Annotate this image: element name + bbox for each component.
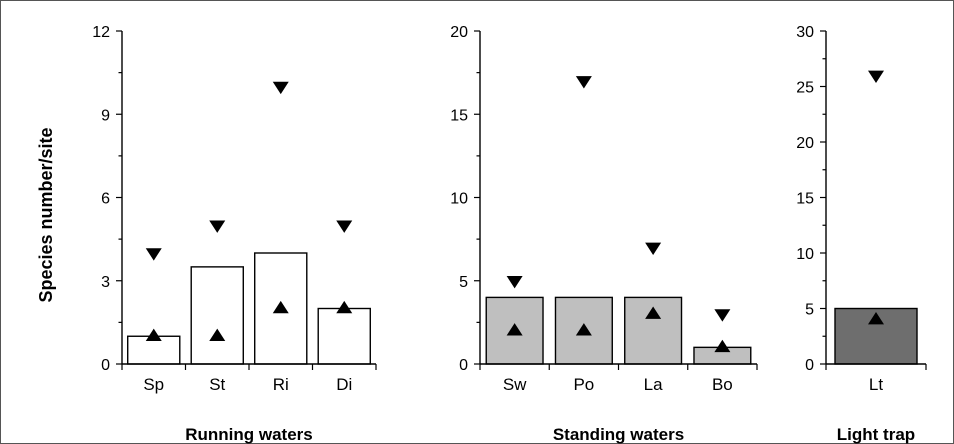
max-marker-la (645, 242, 662, 256)
bar-st (190, 266, 244, 365)
x-tick-label-lt: Lt (869, 375, 883, 394)
y-tick-label: 10 (450, 191, 468, 208)
y-tick-label: 15 (796, 191, 814, 208)
min-marker-lt (868, 312, 884, 325)
y-tick-label: 9 (101, 107, 110, 124)
max-marker-sw (506, 275, 523, 289)
y-tick-label: 0 (805, 357, 814, 374)
x-tick-label-la: La (644, 375, 663, 394)
x-tick-label-ri: Ri (273, 375, 289, 394)
min-marker-la (645, 306, 662, 319)
y-tick-label: 20 (450, 24, 468, 41)
max-marker-bo (714, 309, 731, 322)
panel-3: 0 5 10 15 20 25 30 Lt Light trap (796, 24, 927, 444)
y-tick-label: 5 (805, 302, 814, 319)
min-marker-po (575, 323, 592, 336)
y-tick-label: 10 (796, 246, 814, 263)
min-marker-bo (714, 339, 731, 353)
y-tick-label: 20 (796, 135, 814, 152)
x-tick-label-bo: Bo (712, 375, 733, 394)
min-marker-di (336, 300, 353, 314)
x-tick-label-sp: Sp (143, 375, 164, 394)
y-tick-label: 30 (796, 24, 814, 41)
x-tick-label-st: St (209, 375, 225, 394)
y-tick-label: 3 (101, 274, 110, 291)
bar-di (317, 307, 371, 365)
max-marker-po (575, 76, 592, 89)
max-marker-di (336, 220, 353, 233)
y-tick-label: 0 (101, 357, 110, 374)
y-tick-label: 12 (92, 24, 110, 41)
group-title: Running waters (185, 425, 313, 444)
y-tick-label: 5 (459, 274, 468, 291)
panel-2: 0 5 10 15 20 Sw Po La Bo Standing waters (450, 24, 758, 444)
chart-panels: 0 3 6 9 12 Sp St Ri Di Running waters 0 5 10 15 20 Sw Po… (92, 24, 927, 444)
max-marker-sp (145, 248, 162, 261)
x-tick-label-sw: Sw (503, 375, 527, 394)
y-tick-label: 6 (101, 191, 110, 208)
max-marker-st (209, 220, 226, 233)
y-tick-label: 15 (450, 107, 468, 124)
min-marker-sw (506, 323, 523, 336)
y-axis-title: Species number/site (36, 127, 56, 302)
y-tick-label: 0 (459, 357, 468, 374)
x-tick-label-po: Po (573, 375, 594, 394)
group-title: Standing waters (553, 425, 684, 444)
x-tick-label-di: Di (336, 375, 352, 394)
panel-1: 0 3 6 9 12 Sp St Ri Di Running waters (92, 24, 377, 444)
max-marker-ri (272, 81, 289, 95)
min-marker-sp (145, 328, 162, 342)
max-marker-lt (868, 70, 884, 83)
y-tick-label: 25 (796, 80, 814, 97)
min-marker-ri (272, 300, 289, 314)
group-title: Light trap (837, 425, 915, 444)
min-marker-st (209, 328, 226, 342)
